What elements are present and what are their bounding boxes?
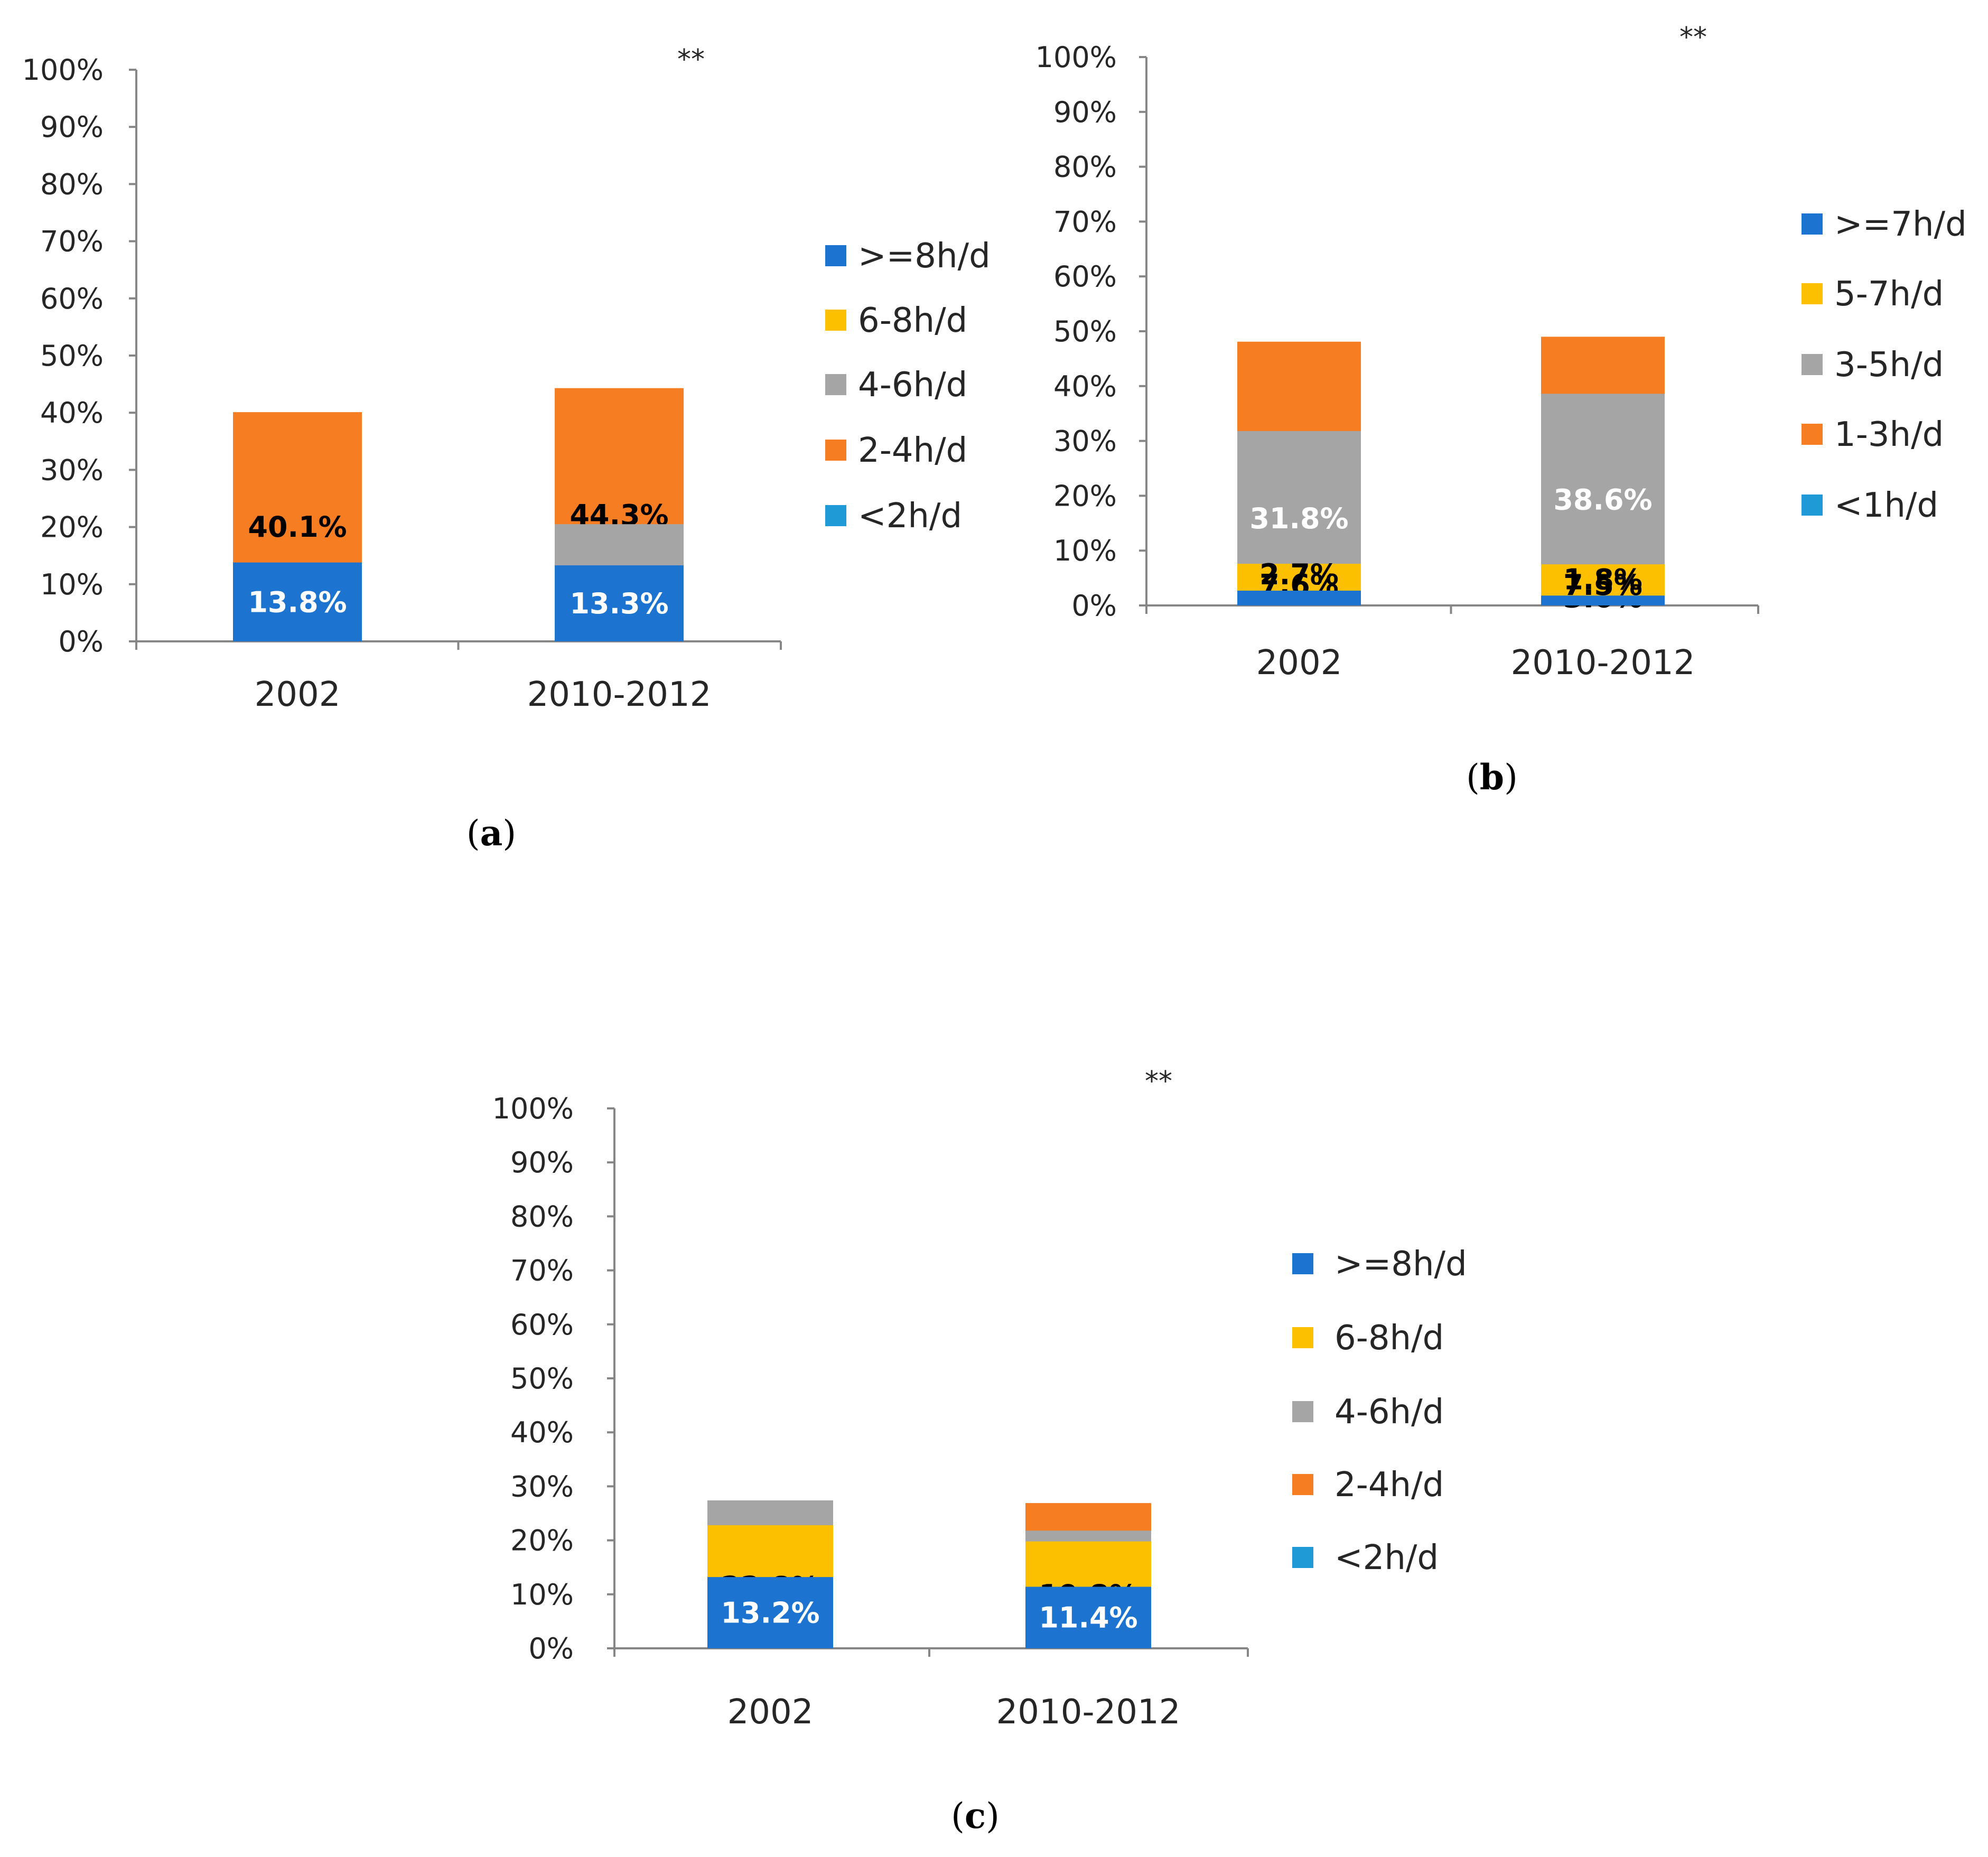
x-category-label: 2010-2012	[996, 1693, 1181, 1732]
bar-segment	[1237, 590, 1361, 605]
data-label: 13.3%	[570, 587, 668, 620]
legend-swatch	[1292, 1253, 1313, 1274]
data-label: 2.7%	[1259, 558, 1339, 591]
legend-swatch	[825, 310, 846, 331]
legend-label: 4-6h/d	[858, 366, 967, 405]
y-tick-label: 100%	[492, 1092, 574, 1125]
legend-swatch	[825, 505, 846, 526]
panel-caption: (b)	[1466, 757, 1518, 798]
y-tick-label: 20%	[1053, 479, 1117, 512]
legend-swatch	[1802, 354, 1823, 375]
legend-swatch	[825, 245, 846, 266]
legend-swatch	[825, 440, 846, 461]
bar-segment	[707, 1577, 833, 1648]
x-category-label: 2010-2012	[527, 675, 712, 714]
legend-swatch	[1802, 424, 1823, 445]
y-tick-label: 80%	[40, 167, 104, 201]
x-category-label: 2002	[727, 1693, 814, 1732]
legend-label: >=8h/d	[1334, 1245, 1467, 1284]
y-tick-label: 50%	[510, 1362, 574, 1395]
significance-marker: **	[1679, 22, 1707, 53]
data-label: 38.6%	[1553, 483, 1652, 517]
legend-label: 1-3h/d	[1834, 415, 1944, 454]
bar-segment	[555, 565, 684, 641]
chart-panel-a: 0%10%20%30%40%50%60%70%80%90%100%24.5%40…	[22, 44, 991, 854]
legend-swatch	[1292, 1474, 1313, 1495]
chart-panel-c: 0%10%20%30%40%50%60%70%80%90%100%15.6%21…	[492, 1066, 1467, 1836]
y-tick-label: 90%	[1053, 96, 1117, 129]
legend-swatch	[1292, 1547, 1313, 1568]
legend-label: 2-4h/d	[1334, 1466, 1444, 1505]
x-category-label: 2002	[255, 675, 341, 714]
y-tick-label: 30%	[1053, 425, 1117, 458]
bar-segment	[233, 562, 362, 641]
y-tick-label: 0%	[528, 1632, 574, 1665]
panel-caption: (a)	[466, 813, 516, 854]
legend-label: <1h/d	[1834, 486, 1938, 525]
y-tick-label: 50%	[40, 339, 104, 372]
y-tick-label: 40%	[510, 1416, 574, 1449]
y-tick-label: 0%	[1071, 589, 1117, 622]
significance-marker: **	[677, 44, 705, 76]
y-tick-label: 10%	[1053, 534, 1117, 567]
significance-marker: **	[1145, 1066, 1172, 1097]
legend-swatch	[1802, 213, 1823, 235]
legend-swatch	[1802, 283, 1823, 304]
x-category-label: 2002	[1256, 643, 1342, 683]
y-tick-label: 40%	[1053, 370, 1117, 403]
y-tick-label: 70%	[40, 225, 104, 258]
y-tick-label: 20%	[40, 511, 104, 544]
data-label: 13.2%	[721, 1597, 819, 1630]
legend-label: 6-8h/d	[858, 301, 967, 340]
y-tick-label: 50%	[1053, 315, 1117, 348]
y-tick-label: 20%	[510, 1524, 574, 1557]
legend-swatch	[825, 374, 846, 395]
legend-swatch	[1292, 1327, 1313, 1348]
bar-segment	[1541, 595, 1665, 605]
data-label: 31.8%	[1249, 502, 1348, 535]
y-tick-label: 60%	[510, 1308, 574, 1341]
y-tick-label: 60%	[1053, 260, 1117, 293]
legend-label: 3-5h/d	[1834, 346, 1944, 385]
legend-label: 4-6h/d	[1334, 1393, 1444, 1432]
legend-label: 5-7h/d	[1834, 275, 1944, 314]
data-label: 40.1%	[248, 510, 347, 544]
y-tick-label: 60%	[40, 282, 104, 315]
legend-label: <2h/d	[1334, 1538, 1439, 1578]
legend-swatch	[1802, 494, 1823, 516]
data-label: 1.8%	[1563, 563, 1642, 596]
legend-label: >=8h/d	[858, 237, 991, 276]
y-tick-label: 0%	[58, 625, 104, 658]
y-tick-label: 10%	[510, 1578, 574, 1611]
y-tick-label: 90%	[510, 1146, 574, 1179]
legend-label: 6-8h/d	[1334, 1319, 1444, 1358]
y-tick-label: 30%	[510, 1470, 574, 1503]
legend-label: <2h/d	[858, 497, 962, 536]
legend-label: 2-4h/d	[858, 431, 967, 470]
data-label: 13.8%	[248, 585, 347, 619]
panel-caption: (c)	[951, 1795, 1000, 1836]
y-tick-label: 40%	[40, 396, 104, 430]
y-tick-label: 10%	[40, 568, 104, 601]
y-tick-label: 100%	[22, 53, 104, 87]
y-tick-label: 80%	[510, 1200, 574, 1233]
legend-label: >=7h/d	[1834, 205, 1967, 244]
y-tick-label: 90%	[40, 110, 104, 144]
y-tick-label: 80%	[1053, 151, 1117, 184]
x-category-label: 2010-2012	[1511, 643, 1695, 683]
chart-panel-b: 0%10%20%30%40%50%60%70%80%90%100%9.8%48.…	[1035, 22, 1967, 798]
bar-segment	[1025, 1587, 1151, 1648]
legend-swatch	[1292, 1401, 1313, 1422]
y-tick-label: 70%	[1053, 205, 1117, 238]
data-label: 11.4%	[1039, 1601, 1137, 1635]
y-tick-label: 30%	[40, 453, 104, 487]
y-tick-label: 100%	[1035, 41, 1117, 74]
y-tick-label: 70%	[510, 1254, 574, 1287]
